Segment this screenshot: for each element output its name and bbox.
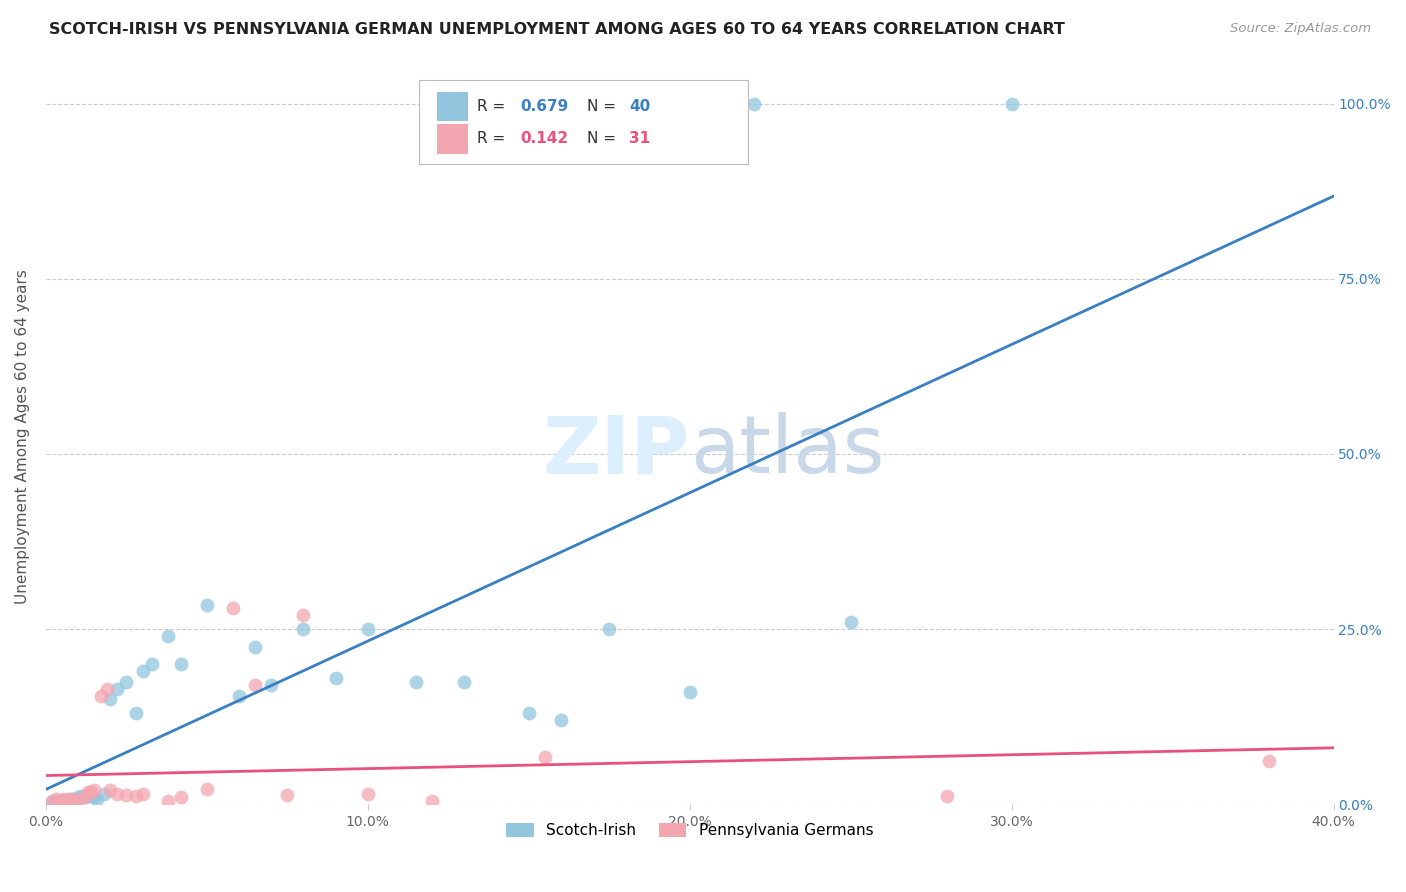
Point [839,615,862,629]
Point [98,692,121,706]
Point [131,787,153,801]
Point [550,713,572,727]
Point [70,789,93,803]
Point [221,601,243,615]
Point [80,785,103,799]
Point [292,608,315,623]
Point [58,793,80,807]
Point [679,685,702,699]
Point [453,674,475,689]
Point [41,794,63,808]
Point [357,622,380,636]
FancyBboxPatch shape [437,92,468,121]
Point [98,783,121,797]
Point [67,793,90,807]
Point [63,793,86,807]
Point [141,657,163,672]
Point [93,787,115,801]
Point [170,657,193,672]
Point [517,706,540,721]
Point [325,671,347,685]
Point [157,794,180,808]
Point [125,706,148,721]
Point [60,791,83,805]
Point [157,629,180,643]
Point [405,674,427,689]
Point [45,792,67,806]
FancyBboxPatch shape [437,124,468,153]
Point [245,678,267,692]
Point [76,788,98,802]
Text: N =: N = [586,131,620,146]
Point [115,788,138,802]
Point [90,689,112,703]
Text: 40: 40 [630,99,651,114]
Point [1258,754,1281,768]
Point [83,790,105,805]
Point [534,749,557,764]
Legend: Scotch-Irish, Pennsylvania Germans: Scotch-Irish, Pennsylvania Germans [501,817,879,845]
Point [228,689,250,703]
Point [598,622,620,636]
Point [53,794,76,808]
Y-axis label: Unemployment Among Ages 60 to 64 years: Unemployment Among Ages 60 to 64 years [15,269,30,604]
Text: 0.679: 0.679 [520,99,568,114]
Point [420,794,443,808]
Point [48,795,70,809]
Text: Source: ZipAtlas.com: Source: ZipAtlas.com [1230,22,1371,36]
Point [131,664,153,678]
Point [260,678,283,692]
Point [41,795,63,809]
Text: R =: R = [477,99,510,114]
Text: 0.142: 0.142 [520,131,568,146]
Point [67,790,90,805]
Point [60,791,83,805]
Point [357,787,380,801]
Point [80,789,103,803]
Point [292,622,315,636]
Point [170,790,193,805]
Point [96,681,118,696]
Text: N =: N = [586,99,620,114]
Point [195,598,218,612]
Point [86,791,108,805]
Text: R =: R = [477,131,510,146]
Point [76,785,98,799]
Point [742,96,765,111]
Point [105,787,128,801]
Point [58,792,80,806]
Point [83,783,105,797]
Point [115,674,138,689]
Point [73,790,96,805]
Text: SCOTCH-IRISH VS PENNSYLVANIA GERMAN UNEMPLOYMENT AMONG AGES 60 TO 64 YEARS CORRE: SCOTCH-IRISH VS PENNSYLVANIA GERMAN UNEM… [49,22,1066,37]
Point [125,789,148,803]
Point [53,792,76,806]
Point [245,640,267,654]
Point [1001,96,1024,111]
Point [63,794,86,808]
Point [51,793,73,807]
Text: atlas: atlas [690,412,884,490]
Point [195,781,218,796]
FancyBboxPatch shape [419,79,748,164]
Text: ZIP: ZIP [543,412,690,490]
Point [105,681,128,696]
Point [936,789,959,803]
Point [73,790,96,805]
Point [51,793,73,807]
Point [45,794,67,808]
Text: 31: 31 [630,131,651,146]
Point [276,788,298,802]
